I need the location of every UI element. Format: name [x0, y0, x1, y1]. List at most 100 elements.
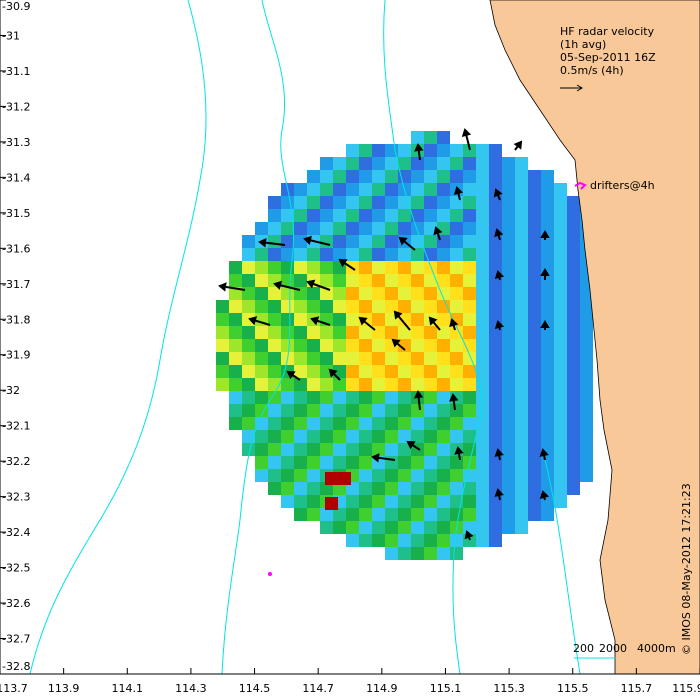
legend-scale: 0.5m/s (4h) — [560, 64, 624, 77]
velocity-cell — [372, 157, 385, 170]
velocity-cell — [320, 521, 333, 534]
velocity-cell — [333, 300, 346, 313]
velocity-cell — [359, 469, 372, 482]
velocity-cell — [437, 352, 450, 365]
velocity-cell — [476, 300, 489, 313]
velocity-cell — [515, 170, 528, 183]
velocity-cell — [580, 404, 593, 417]
velocity-cell — [320, 443, 333, 456]
velocity-cell — [294, 404, 307, 417]
velocity-cell — [359, 157, 372, 170]
velocity-cell — [554, 456, 567, 469]
velocity-cell — [307, 508, 320, 521]
velocity-cell — [320, 378, 333, 391]
velocity-arrow — [494, 320, 505, 331]
velocity-cell — [255, 417, 268, 430]
velocity-cell — [528, 235, 541, 248]
velocity-cell — [528, 456, 541, 469]
velocity-cell — [515, 157, 528, 170]
velocity-cell — [580, 378, 593, 391]
velocity-cell — [437, 157, 450, 170]
velocity-cell — [554, 183, 567, 196]
velocity-cell — [385, 209, 398, 222]
velocity-arrow — [461, 128, 472, 151]
velocity-cell — [307, 183, 320, 196]
velocity-cell — [411, 547, 424, 560]
velocity-cell — [294, 222, 307, 235]
velocity-cell — [580, 430, 593, 443]
velocity-cell — [567, 274, 580, 287]
velocity-cell — [437, 469, 450, 482]
x-axis-ticks: 113.7 113.9 114.1 114.3 114.5 114.7 114.9 115.1… — [0, 668, 700, 695]
velocity-cell — [528, 170, 541, 183]
velocity-cell — [229, 404, 242, 417]
velocity-cell — [567, 248, 580, 261]
velocity-cell — [398, 495, 411, 508]
velocity-cell — [450, 469, 463, 482]
velocity-cell — [346, 183, 359, 196]
velocity-cell — [528, 365, 541, 378]
velocity-cell — [502, 469, 515, 482]
y-tick-label: -31.8 — [2, 313, 30, 326]
velocity-cell — [385, 469, 398, 482]
velocity-cell — [424, 144, 437, 157]
velocity-cell — [307, 482, 320, 495]
velocity-cell — [411, 378, 424, 391]
velocity-cell — [580, 417, 593, 430]
velocity-cell — [242, 404, 255, 417]
velocity-cell — [541, 508, 554, 521]
velocity-cell — [268, 352, 281, 365]
velocity-cell — [528, 508, 541, 521]
velocity-cell — [554, 222, 567, 235]
velocity-cell — [424, 131, 437, 144]
velocity-cell — [567, 326, 580, 339]
velocity-cell — [255, 339, 268, 352]
velocity-cell — [450, 404, 463, 417]
velocity-cell — [567, 469, 580, 482]
velocity-cell — [437, 547, 450, 560]
velocity-cell — [307, 261, 320, 274]
velocity-cell — [359, 339, 372, 352]
velocity-cell — [398, 170, 411, 183]
velocity-cell — [502, 183, 515, 196]
velocity-cell — [255, 287, 268, 300]
velocity-cell — [216, 300, 229, 313]
velocity-cell — [216, 352, 229, 365]
velocity-cell — [502, 248, 515, 261]
velocity-cell — [489, 430, 502, 443]
velocity-cell — [437, 274, 450, 287]
velocity-cell — [346, 209, 359, 222]
velocity-cell — [333, 196, 346, 209]
velocity-cell — [528, 378, 541, 391]
velocity-cell — [320, 482, 333, 495]
velocity-cell — [450, 157, 463, 170]
credit-text: © IMOS 08-May-2012 17:21:23 — [680, 483, 693, 655]
y-tick-label: -32.8 — [2, 660, 30, 673]
x-tick-label: 113.9 — [48, 682, 80, 695]
velocity-cell — [554, 443, 567, 456]
velocity-cell — [281, 209, 294, 222]
velocity-cell — [346, 352, 359, 365]
velocity-cell — [385, 196, 398, 209]
velocity-cell — [502, 391, 515, 404]
velocity-cell — [268, 365, 281, 378]
velocity-cell — [333, 274, 346, 287]
velocity-cell — [268, 313, 281, 326]
velocity-cell — [359, 222, 372, 235]
velocity-arrow — [258, 237, 286, 248]
velocity-cell — [307, 339, 320, 352]
velocity-cell — [424, 170, 437, 183]
y-tick-label: -31.2 — [2, 100, 30, 113]
velocity-cell — [385, 235, 398, 248]
velocity-cell — [515, 313, 528, 326]
velocity-cell — [437, 365, 450, 378]
velocity-cell — [567, 417, 580, 430]
velocity-cell — [489, 456, 502, 469]
velocity-cell — [372, 300, 385, 313]
velocity-cell — [398, 391, 411, 404]
velocity-cell — [437, 170, 450, 183]
velocity-cell — [502, 157, 515, 170]
velocity-cell — [502, 196, 515, 209]
velocity-cell — [281, 417, 294, 430]
velocity-cell — [489, 378, 502, 391]
